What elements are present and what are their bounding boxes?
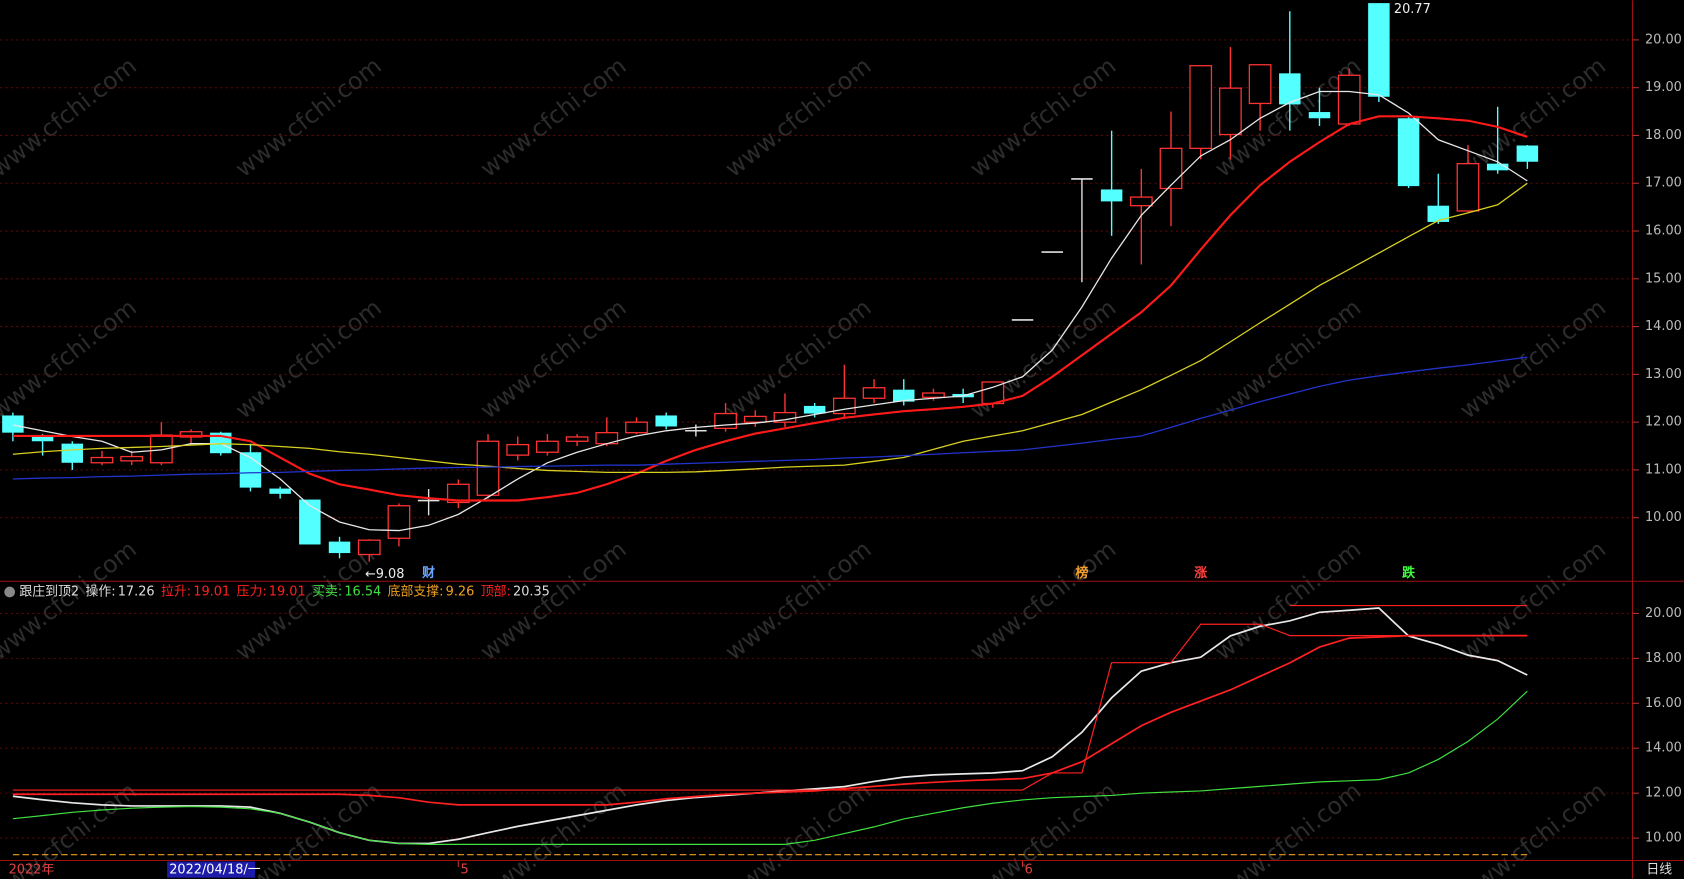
candle-body [1189, 65, 1213, 150]
indicator-line [12, 623, 1528, 791]
candle-body [1129, 196, 1153, 207]
candle-body [1486, 163, 1509, 171]
y-tick-label: 18.00 [1645, 651, 1682, 666]
candle-body [1248, 64, 1272, 105]
indicator-line [12, 634, 1528, 806]
y-tick-label: 12.00 [1645, 786, 1682, 801]
candle-body [832, 397, 856, 415]
event-label: 榜 [1075, 565, 1088, 581]
x-tick-label: 6 [1025, 863, 1033, 878]
moving-average [12, 356, 1528, 480]
y-tick-label: 20.00 [1645, 32, 1682, 47]
moving-average [12, 115, 1528, 502]
candle-body [90, 456, 114, 464]
period-label[interactable]: 日线 [1646, 863, 1672, 878]
candle-body [893, 389, 915, 402]
candle-body [803, 405, 826, 414]
candle-body [120, 455, 144, 462]
candle-body [31, 436, 54, 442]
candle-body [1516, 145, 1539, 162]
candle-body [357, 539, 381, 556]
y-tick-label: 14.00 [1645, 319, 1682, 334]
candle-body [1456, 163, 1480, 212]
legend-name: 拉升: [161, 585, 191, 600]
candle-body [1397, 118, 1420, 187]
legend-value: 9.26 [446, 585, 475, 600]
legend-icon [4, 586, 16, 598]
legend-value: 16.54 [344, 585, 381, 600]
candle-body [1279, 73, 1301, 105]
candle-body [655, 415, 677, 427]
y-tick-label: 12.00 [1645, 415, 1682, 430]
candle-body [565, 436, 589, 442]
candle-body [1427, 205, 1450, 222]
event-label: 财 [422, 565, 435, 581]
legend-name: 买卖: [312, 585, 342, 600]
event-label: 涨 [1194, 566, 1207, 581]
legend-name: 操作: [85, 584, 115, 600]
indicator-line [12, 690, 1528, 845]
y-tick-label: 20.00 [1645, 606, 1682, 621]
candle-body [1308, 112, 1331, 119]
y-tick-label: 10.00 [1645, 831, 1682, 846]
indicator-title: 跟庄到顶2 [19, 584, 79, 600]
candle-body [743, 415, 767, 423]
candle-body [625, 421, 648, 434]
moving-average [12, 90, 1528, 532]
candle-body [2, 415, 24, 433]
candle-body [387, 505, 411, 539]
candle-body [61, 443, 84, 463]
y-tick-label: 17.00 [1645, 176, 1682, 191]
y-tick-label: 16.00 [1645, 696, 1682, 711]
low-label: ←9.08 [365, 567, 404, 582]
y-tick-label: 10.00 [1645, 510, 1682, 525]
y-tick-label: 16.00 [1645, 224, 1682, 239]
candle-body [506, 443, 530, 456]
candle-body [536, 440, 559, 453]
x-tick-label: 2022/04/18/一 [169, 863, 261, 878]
candle-body [1159, 147, 1183, 190]
y-tick-label: 18.00 [1645, 128, 1682, 143]
candle-body [862, 387, 886, 399]
y-tick-label: 13.00 [1645, 367, 1682, 382]
candle-body [269, 488, 291, 494]
legend-name: 底部支撑: [388, 584, 444, 600]
x-tick-label: 2022年 [9, 863, 55, 878]
legend-value: 19.01 [193, 585, 230, 600]
legend-name: 压力: [237, 585, 267, 600]
candle-body [476, 440, 500, 496]
candle-body [922, 392, 945, 398]
legend-value: 19.01 [269, 585, 306, 600]
y-tick-label: 11.00 [1645, 462, 1682, 477]
y-tick-label: 19.00 [1645, 80, 1682, 95]
moving-average [12, 182, 1528, 474]
legend-name: 顶部: [481, 585, 511, 600]
legend-value: 17.26 [118, 585, 155, 600]
candle-body [1219, 87, 1242, 136]
x-tick-label: 5 [460, 863, 468, 878]
legend-value: 20.35 [513, 585, 550, 600]
candle-body [1368, 3, 1390, 97]
cursor-date-bg [167, 861, 256, 878]
event-label: 跌 [1402, 565, 1415, 581]
candle-body [328, 541, 351, 554]
candle-body [299, 499, 321, 545]
candle-body [1337, 74, 1361, 125]
y-tick-label: 15.00 [1645, 271, 1682, 286]
candle-body [1100, 189, 1123, 202]
high-label: 20.77 [1394, 2, 1431, 17]
y-tick-label: 14.00 [1645, 741, 1682, 756]
candle-body [446, 483, 470, 504]
